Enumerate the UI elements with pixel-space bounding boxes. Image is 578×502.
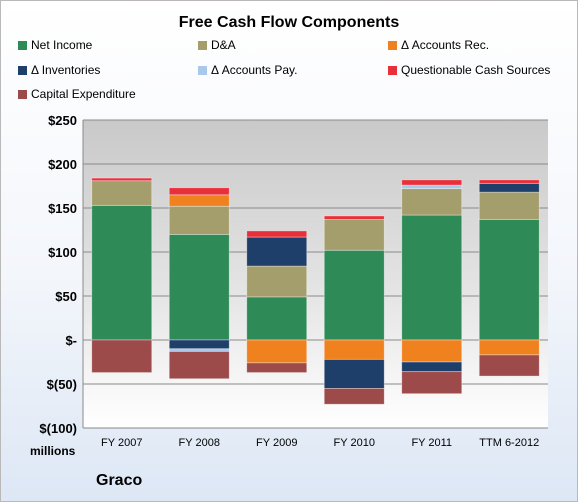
bar-segment xyxy=(401,188,463,216)
legend-item-5: Questionable Cash Sources xyxy=(388,63,550,77)
bar-segment xyxy=(401,214,463,341)
x-tick-label: FY 2007 xyxy=(101,437,142,449)
bar-segment xyxy=(478,179,540,184)
bar-segment xyxy=(401,361,463,373)
plot-background xyxy=(83,120,548,428)
bar-segment xyxy=(401,179,463,186)
chart-title: Free Cash Flow Components xyxy=(178,14,400,31)
legend-label: Capital Expenditure xyxy=(31,87,136,101)
bar-segment xyxy=(168,233,230,341)
bar-segment xyxy=(168,339,230,350)
bar-segment xyxy=(91,177,153,182)
legend-label: Δ Accounts Pay. xyxy=(211,63,298,77)
bar-segment xyxy=(401,184,463,190)
bar-segment xyxy=(168,194,230,207)
legend-item-0: Net Income xyxy=(18,38,92,52)
bar-segment xyxy=(401,339,463,363)
x-tick-label: FY 2009 xyxy=(256,437,297,449)
legend-swatch xyxy=(388,66,397,75)
legend-item-6: Capital Expenditure xyxy=(18,87,136,101)
legend-item-1: D&A xyxy=(198,38,236,52)
bar-segment xyxy=(91,180,153,206)
bar-segment xyxy=(478,219,540,341)
bar-segment xyxy=(323,249,385,341)
bar-segment xyxy=(246,296,308,341)
bar-segment xyxy=(401,371,463,395)
legend-swatch xyxy=(18,66,27,75)
legend-label: Δ Inventories xyxy=(31,63,101,77)
bar-segment xyxy=(478,191,540,220)
legend-label: D&A xyxy=(211,38,236,52)
bar-segment xyxy=(168,187,230,196)
legend-label: Net Income xyxy=(31,38,93,52)
bar-segment xyxy=(323,387,385,405)
bar-segment xyxy=(323,219,385,251)
legend-swatch xyxy=(18,41,27,50)
legend-item-4: Δ Accounts Pay. xyxy=(198,63,298,77)
bar-segment xyxy=(323,339,385,360)
legend-swatch xyxy=(198,41,207,50)
bar-segment xyxy=(91,339,153,373)
y-axis-unit-label: millions xyxy=(30,444,76,458)
bar-segment xyxy=(246,362,308,373)
bar-segment xyxy=(323,215,385,220)
legend-label: Questionable Cash Sources xyxy=(401,63,551,77)
y-tick-label: $(50) xyxy=(47,377,77,392)
bar-segment xyxy=(91,204,153,341)
legend-swatch xyxy=(198,66,207,75)
legend-item-3: Δ Inventories xyxy=(18,63,100,77)
y-tick-label: $(100) xyxy=(39,421,77,436)
company-name: Graco xyxy=(96,472,143,489)
bar-segment xyxy=(478,339,540,356)
legend-swatch xyxy=(388,41,397,50)
x-tick-label: FY 2008 xyxy=(179,437,220,449)
bar-segment xyxy=(246,265,308,298)
x-tick-label: FY 2010 xyxy=(334,437,375,449)
bar-segment xyxy=(168,205,230,235)
bar-segment xyxy=(168,351,230,380)
y-tick-label: $50 xyxy=(55,289,77,304)
y-tick-label: $200 xyxy=(48,157,77,172)
y-tick-label: $250 xyxy=(48,113,77,128)
bar-segment xyxy=(478,182,540,193)
x-tick-label: FY 2011 xyxy=(411,437,452,449)
y-tick-label: $100 xyxy=(48,245,77,260)
bar-segment xyxy=(323,358,385,389)
y-tick-label: $- xyxy=(65,333,77,348)
bar-segment xyxy=(478,354,540,377)
x-tick-label: TTM 6-2012 xyxy=(479,437,539,449)
y-tick-label: $150 xyxy=(48,201,77,216)
bar-segment xyxy=(246,339,308,364)
bar-segment xyxy=(246,236,308,267)
bar-segment xyxy=(246,230,308,238)
legend-item-2: Δ Accounts Rec. xyxy=(388,38,489,52)
legend-label: Δ Accounts Rec. xyxy=(401,38,490,52)
legend-swatch xyxy=(18,90,27,99)
